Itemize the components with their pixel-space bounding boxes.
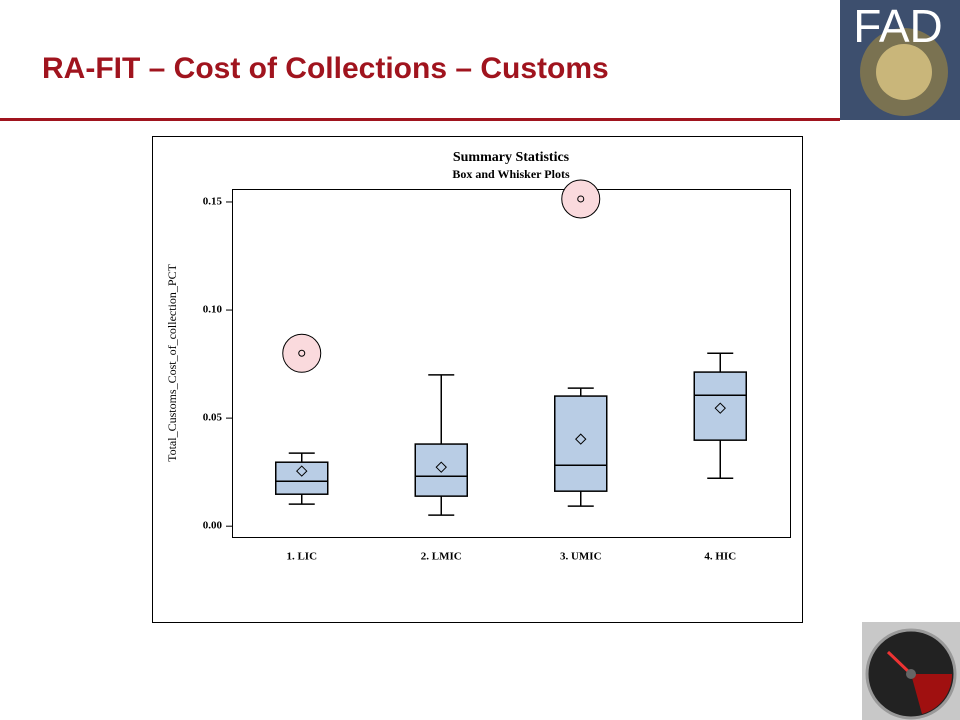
logo: FAD [840, 0, 960, 120]
chart-subtitle: Box and Whisker Plots [452, 167, 570, 181]
x-tick-label: 3. UMIC [560, 551, 602, 563]
slide-title: RA-FIT – Cost of Collections – Customs [42, 52, 609, 85]
box [414, 443, 468, 497]
y-tick-label: 0.00 [203, 520, 223, 532]
gauge-hub [906, 669, 916, 679]
mean-marker [575, 433, 587, 445]
chart-frame [152, 136, 803, 623]
y-tick-label: 0.05 [203, 412, 223, 424]
y-axis-label: Total_Customs_Cost_of_collection_PCT [165, 263, 179, 461]
mean-marker [296, 465, 308, 477]
outlier [298, 349, 306, 357]
logo-seal-inner [876, 44, 932, 100]
outlier-highlight [282, 333, 322, 373]
y-tick-label: 0.10 [203, 304, 223, 316]
x-tick-label: 4. HIC [704, 551, 736, 563]
y-tick-label: 0.15 [203, 196, 223, 208]
title-rule [0, 118, 840, 121]
plot-area [232, 189, 791, 538]
box [275, 461, 329, 495]
chart-title: Summary Statistics [453, 150, 570, 165]
mean-marker [435, 461, 447, 473]
mean-marker [714, 402, 726, 414]
outlier-highlight [561, 179, 601, 219]
x-tick-label: 1. LIC [286, 551, 317, 563]
logo-text: FAD [853, 0, 942, 52]
x-tick-label: 2. LMIC [421, 551, 462, 563]
gauge-image [862, 622, 960, 720]
outlier [577, 195, 585, 203]
gauge-needle [886, 650, 913, 676]
box [693, 371, 747, 441]
gauge-red-zone [911, 674, 953, 714]
